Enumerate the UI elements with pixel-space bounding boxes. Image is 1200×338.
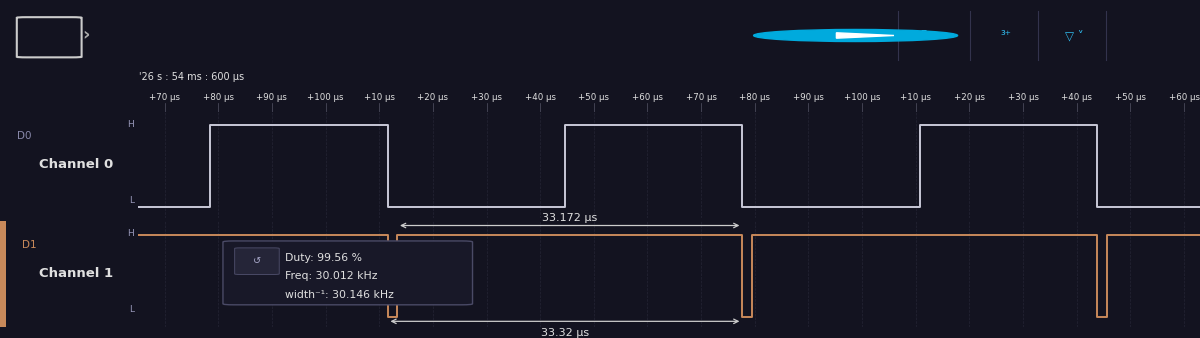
Text: +20 μs: +20 μs (954, 93, 985, 102)
Text: Freq: 30.012 kHz: Freq: 30.012 kHz (284, 271, 377, 281)
Text: +30 μs: +30 μs (1008, 93, 1038, 102)
Text: Channel 0: Channel 0 (38, 158, 113, 171)
Text: +20 μs: +20 μs (418, 93, 449, 102)
Text: Channel 1: Channel 1 (38, 267, 113, 281)
Text: +50 μs: +50 μs (1115, 93, 1146, 102)
Text: +100 μs: +100 μs (307, 93, 343, 102)
Text: Duty: 99.56 %: Duty: 99.56 % (284, 252, 361, 263)
Bar (0, 221, 6, 327)
Circle shape (754, 29, 958, 42)
FancyBboxPatch shape (235, 248, 280, 274)
Text: +60 μs: +60 μs (632, 93, 662, 102)
Text: ↺: ↺ (253, 256, 262, 266)
FancyBboxPatch shape (223, 241, 473, 305)
Text: +40 μs: +40 μs (1061, 93, 1092, 102)
Text: +30 μs: +30 μs (472, 93, 502, 102)
Text: +60 μs: +60 μs (1169, 93, 1200, 102)
Text: D1: D1 (22, 240, 37, 250)
Text: H: H (127, 120, 133, 129)
Text: L: L (128, 196, 133, 205)
Text: +10 μs: +10 μs (900, 93, 931, 102)
Text: +40 μs: +40 μs (524, 93, 556, 102)
Text: +80 μs: +80 μs (739, 93, 770, 102)
Polygon shape (836, 33, 894, 38)
Text: ›: › (83, 26, 90, 45)
Text: 33.32 μs: 33.32 μs (541, 328, 589, 338)
Text: L: L (128, 306, 133, 314)
Text: +90 μs: +90 μs (257, 93, 287, 102)
Text: +100 μs: +100 μs (844, 93, 881, 102)
Text: +10 μs: +10 μs (364, 93, 395, 102)
Text: +70 μs: +70 μs (685, 93, 716, 102)
Text: D0: D0 (17, 131, 31, 141)
Text: 1F ∨: 1F ∨ (913, 29, 940, 42)
Text: '26 s : 54 ms : 600 μs: '26 s : 54 ms : 600 μs (139, 72, 244, 82)
Text: +50 μs: +50 μs (578, 93, 610, 102)
Text: 33.172 μs: 33.172 μs (542, 213, 598, 223)
Text: width⁻¹: 30.146 kHz: width⁻¹: 30.146 kHz (284, 290, 394, 300)
Text: +90 μs: +90 μs (793, 93, 824, 102)
Text: ³⁺: ³⁺ (1000, 29, 1012, 42)
Text: +70 μs: +70 μs (149, 93, 180, 102)
Text: ▽ ˅: ▽ ˅ (1064, 29, 1084, 42)
Text: +80 μs: +80 μs (203, 93, 234, 102)
Text: H: H (127, 229, 133, 238)
